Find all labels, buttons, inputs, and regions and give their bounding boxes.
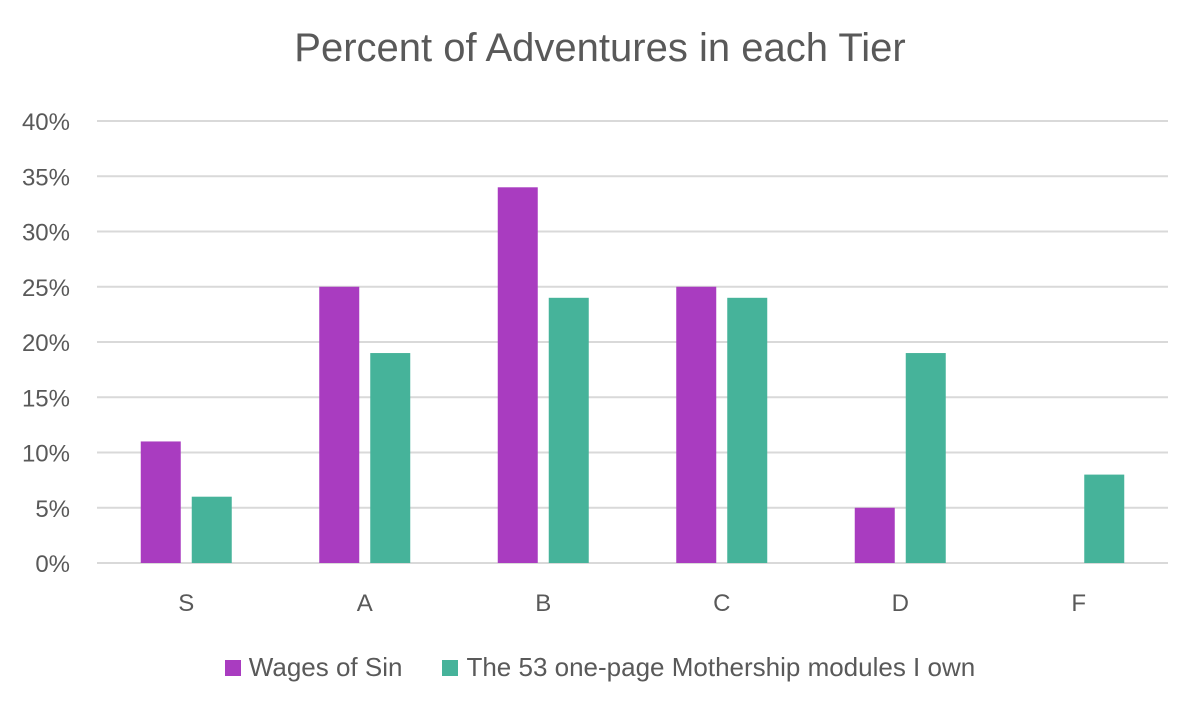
legend-label-wages-of-sin: Wages of Sin (248, 652, 403, 682)
x-tick-label: D (892, 590, 909, 617)
bar-wages-of-sin-c (676, 286, 717, 563)
legend-swatch-wages-of-sin (224, 659, 241, 676)
legend: Wages of Sin The 53 one-page Mothership … (0, 652, 1200, 683)
y-tick-label: 10% (22, 441, 70, 468)
bars (140, 187, 1125, 564)
x-tick-label: C (713, 590, 730, 617)
bar-wages-of-sin-d (854, 507, 895, 563)
y-tick-label: 20% (22, 330, 70, 357)
legend-swatch-mothership-modules (442, 659, 459, 676)
bar-mothership-modules-f (1084, 474, 1125, 563)
y-tick-label: 0% (35, 551, 70, 578)
bar-wages-of-sin-b (497, 187, 538, 564)
bar-mothership-modules-b (548, 297, 589, 563)
x-tick-label: B (535, 590, 551, 617)
bar-mothership-modules-a (370, 353, 411, 563)
bar-mothership-modules-c (727, 297, 768, 563)
bar-wages-of-sin-s (140, 441, 181, 563)
y-tick-label: 30% (22, 220, 70, 247)
y-axis-ticks: 0% 5% 10% 15% 20% 25% 30% 35% 40% (22, 109, 70, 578)
chart-title: Percent of Adventures in each Tier (294, 26, 906, 70)
legend-label-mothership-modules: The 53 one-page Mothership modules I own (466, 652, 976, 682)
gridlines (97, 120, 1168, 564)
y-tick-label: 25% (22, 275, 70, 302)
x-tick-label: S (178, 590, 194, 617)
legend-item-wages-of-sin: Wages of Sin (224, 652, 403, 683)
bar-mothership-modules-d (905, 353, 946, 563)
x-tick-label: F (1071, 590, 1086, 617)
legend-item-mothership-modules: The 53 one-page Mothership modules I own (442, 652, 975, 683)
y-tick-label: 5% (35, 496, 70, 523)
x-tick-label: A (357, 590, 373, 617)
bar-wages-of-sin-a (319, 286, 360, 563)
y-tick-label: 35% (22, 164, 70, 191)
y-tick-label: 15% (22, 385, 70, 412)
y-tick-label: 40% (22, 109, 70, 136)
bar-mothership-modules-s (191, 496, 232, 563)
